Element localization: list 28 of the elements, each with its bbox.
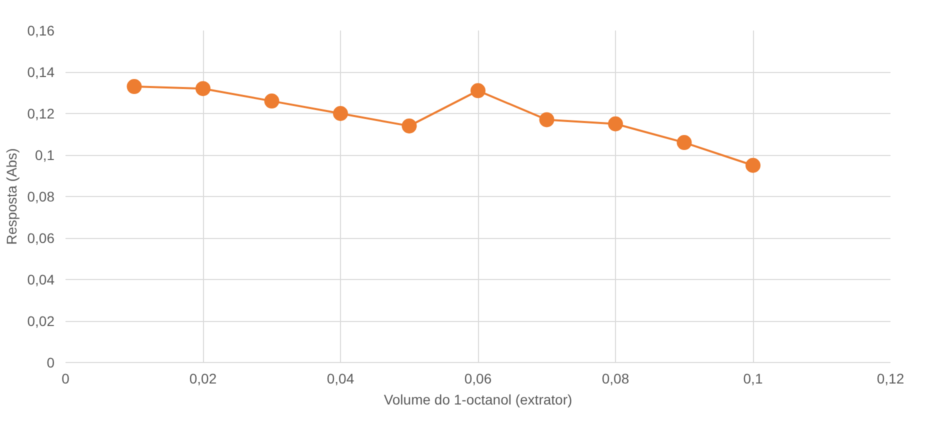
x-tick-label: 0 [62, 370, 70, 386]
y-tick-label: 0,06 [27, 230, 55, 246]
point [470, 83, 486, 98]
y-tick-label: 0,16 [27, 22, 55, 38]
x-tick-label: 0,12 [876, 370, 904, 386]
y-tick-label: 0,08 [27, 188, 55, 204]
x-tick-label: 0,02 [189, 370, 217, 386]
point [539, 112, 554, 128]
point [264, 94, 280, 109]
point [402, 118, 417, 134]
point [746, 158, 760, 173]
x-tick-label: 0,08 [602, 370, 630, 386]
y-axis-title: Resposta (Abs) [3, 148, 20, 245]
y-tick-label: 0,04 [27, 272, 55, 288]
x-tick-label: 0,04 [326, 370, 354, 386]
point [333, 106, 348, 121]
point [676, 135, 692, 150]
x-tick-label: 0,1 [743, 370, 763, 386]
point [608, 116, 623, 132]
point [196, 81, 210, 96]
y-tick-label: 0,14 [27, 64, 55, 80]
x-axis-title: Volume do 1-octanol (extrator) [384, 392, 572, 408]
y-tick-label: 0,12 [27, 106, 55, 122]
y-tick-label: 0 [46, 354, 55, 370]
x-tick-label: 0,06 [464, 370, 492, 386]
y-tick-label: 0,02 [27, 313, 55, 329]
y-tick-label: 0,1 [35, 147, 55, 163]
point [126, 79, 142, 94]
